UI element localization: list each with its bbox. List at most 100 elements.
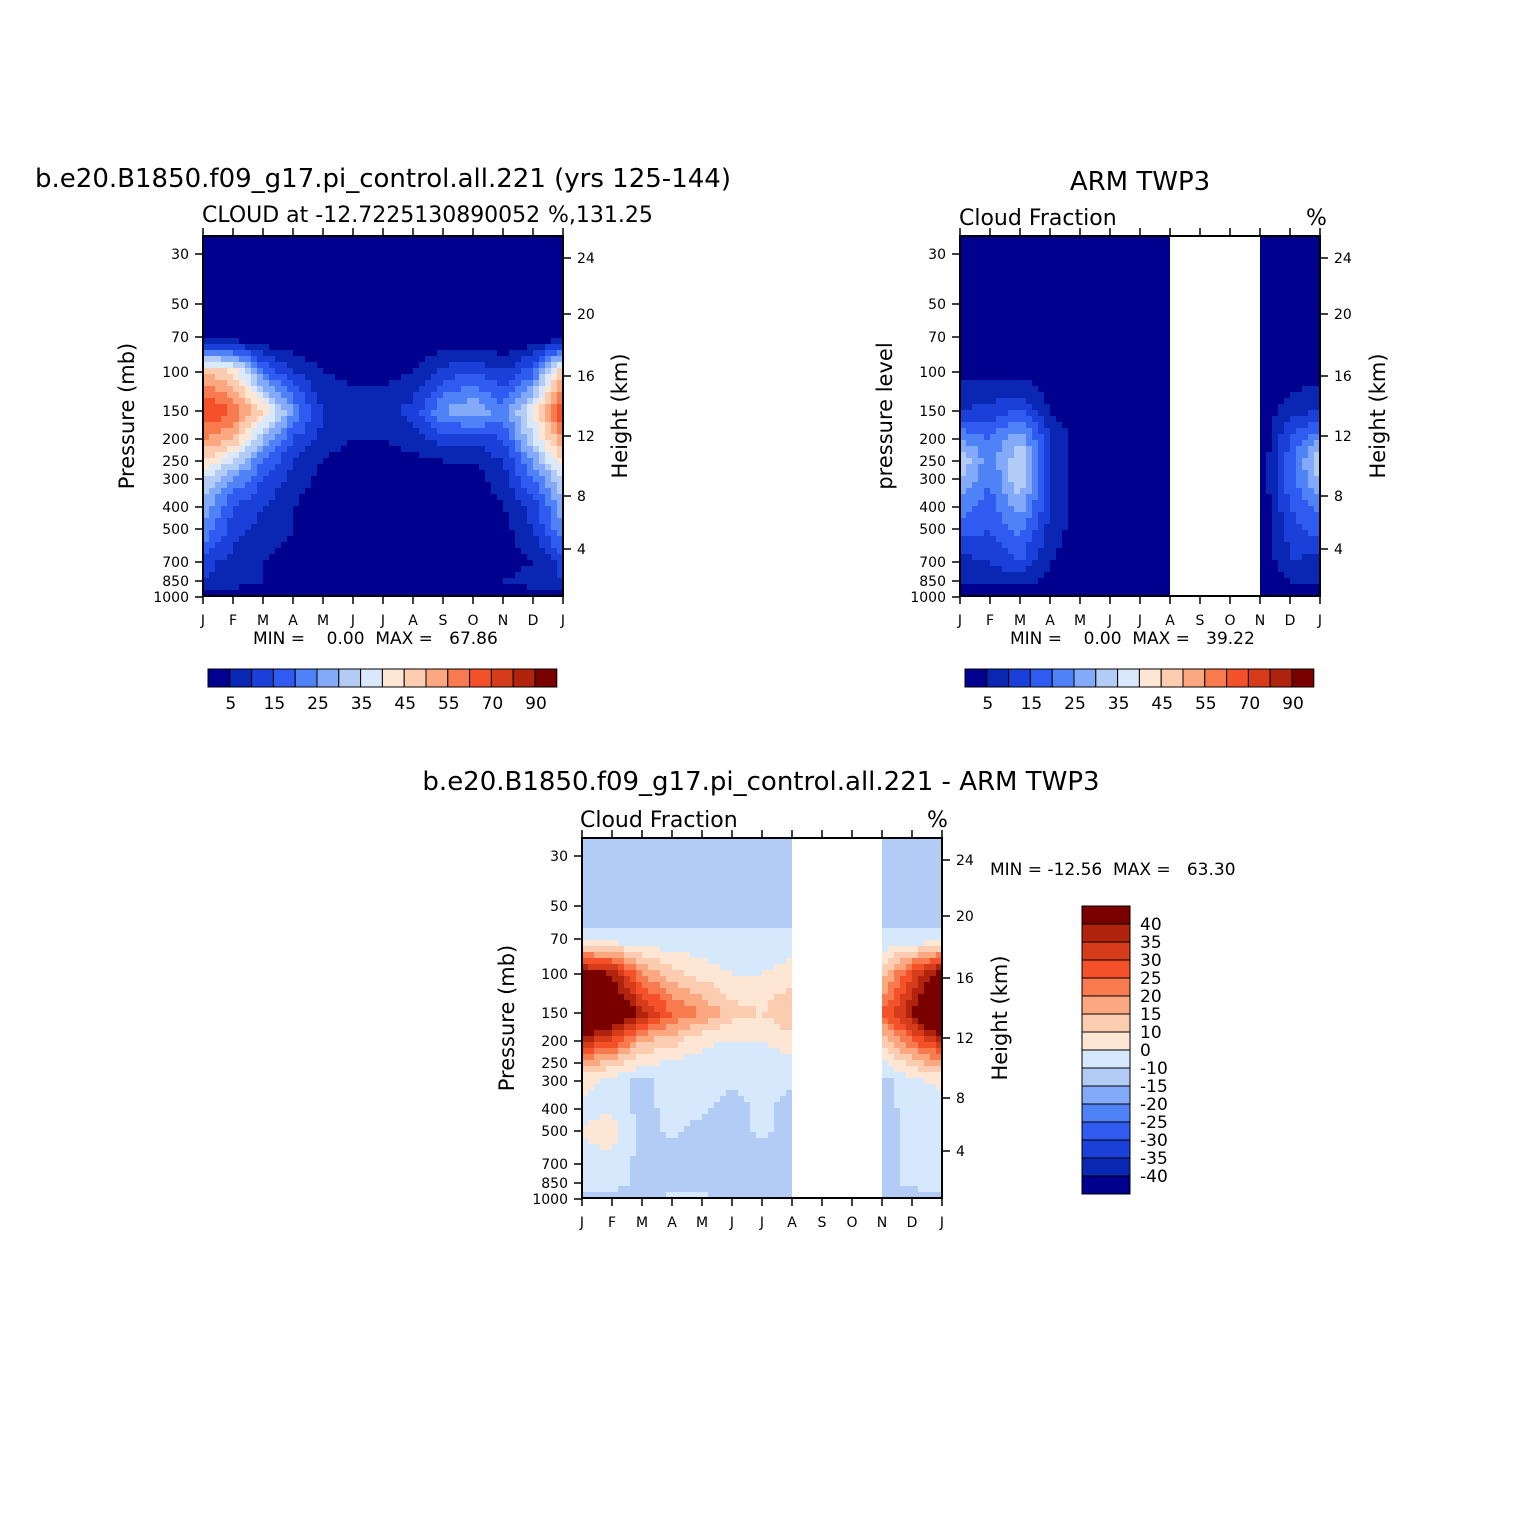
contour-cell xyxy=(1014,338,1021,345)
contour-cell xyxy=(1050,356,1057,363)
contour-cell xyxy=(515,512,522,519)
contour-cell xyxy=(467,482,474,489)
contour-cell xyxy=(455,338,462,345)
contour-cell xyxy=(353,284,360,291)
contour-cell xyxy=(545,416,552,423)
contour-cell xyxy=(233,440,240,447)
contour-cell xyxy=(401,434,408,441)
contour-cell xyxy=(473,470,480,477)
contour-cell xyxy=(1074,320,1081,327)
contour-cell xyxy=(467,380,474,387)
contour-cell xyxy=(479,266,486,273)
contour-cell xyxy=(425,542,432,549)
contour-cell xyxy=(305,338,312,345)
contour-cell xyxy=(1092,290,1099,297)
contour-cell xyxy=(287,584,294,591)
contour-cell xyxy=(1110,254,1117,261)
contour-cell xyxy=(467,554,474,561)
contour-cell xyxy=(1044,242,1051,249)
contour-cell xyxy=(545,458,552,465)
contour-cell xyxy=(353,320,360,327)
contour-cell xyxy=(353,434,360,441)
contour-cell xyxy=(371,518,378,525)
contour-cell xyxy=(467,374,474,381)
contour-cell xyxy=(449,236,456,243)
contour-cell xyxy=(1302,236,1309,243)
contour-cell xyxy=(215,578,222,585)
contour-cell xyxy=(281,560,288,567)
contour-cell xyxy=(1224,254,1231,261)
contour-cell xyxy=(371,380,378,387)
contour-cell xyxy=(395,566,402,573)
contour-cell xyxy=(293,542,300,549)
contour-cell xyxy=(347,470,354,477)
contour-cell xyxy=(1236,272,1243,279)
contour-cell xyxy=(557,590,564,597)
contour-cell xyxy=(509,380,516,387)
contour-cell xyxy=(251,500,258,507)
contour-cell xyxy=(1272,356,1279,363)
contour-cell xyxy=(1008,278,1015,285)
contour-cell xyxy=(1038,296,1045,303)
contour-cell xyxy=(485,572,492,579)
contour-cell xyxy=(509,290,516,297)
contour-cell xyxy=(437,554,444,561)
contour-cell xyxy=(215,236,222,243)
contour-cell xyxy=(1092,326,1099,333)
contour-cell xyxy=(515,404,522,411)
contour-cell xyxy=(203,560,210,567)
contour-cell xyxy=(515,254,522,261)
contour-cell xyxy=(371,296,378,303)
contour-cell xyxy=(996,254,1003,261)
contour-cell xyxy=(293,248,300,255)
contour-cell xyxy=(1044,314,1051,321)
contour-cell xyxy=(263,254,270,261)
contour-cell xyxy=(365,290,372,297)
contour-cell xyxy=(1116,356,1123,363)
contour-cell xyxy=(1098,326,1105,333)
contour-cell xyxy=(341,248,348,255)
contour-cell xyxy=(419,560,426,567)
contour-cell xyxy=(287,278,294,285)
contour-cell xyxy=(527,236,534,243)
contour-cell xyxy=(539,500,546,507)
contour-cell xyxy=(353,362,360,369)
contour-cell xyxy=(209,266,216,273)
contour-cell xyxy=(239,266,246,273)
contour-cell xyxy=(473,236,480,243)
contour-cell xyxy=(431,482,438,489)
contour-cell xyxy=(984,296,991,303)
contour-cell xyxy=(407,314,414,321)
contour-cell xyxy=(293,476,300,483)
contour-cell xyxy=(551,398,558,405)
contour-cell xyxy=(419,518,426,525)
contour-cell xyxy=(1272,284,1279,291)
contour-cell xyxy=(539,302,546,309)
contour-cell xyxy=(485,578,492,585)
contour-cell xyxy=(329,548,336,555)
contour-cell xyxy=(1224,320,1231,327)
contour-cell xyxy=(503,476,510,483)
contour-cell xyxy=(1062,278,1069,285)
contour-cell xyxy=(443,560,450,567)
contour-cell xyxy=(449,266,456,273)
contour-cell xyxy=(203,302,210,309)
contour-cell xyxy=(1068,314,1075,321)
contour-cell xyxy=(1266,320,1273,327)
contour-cell xyxy=(413,416,420,423)
contour-cell xyxy=(431,338,438,345)
contour-cell xyxy=(407,368,414,375)
contour-cell xyxy=(395,398,402,405)
contour-cell xyxy=(323,440,330,447)
contour-cell xyxy=(533,266,540,273)
contour-cell xyxy=(1122,296,1129,303)
contour-cell xyxy=(509,278,516,285)
contour-cell xyxy=(551,500,558,507)
contour-cell xyxy=(347,308,354,315)
contour-cell xyxy=(401,314,408,321)
contour-cell xyxy=(1026,338,1033,345)
contour-cell xyxy=(239,434,246,441)
contour-cell xyxy=(251,452,258,459)
contour-cell xyxy=(215,248,222,255)
contour-cell xyxy=(545,272,552,279)
